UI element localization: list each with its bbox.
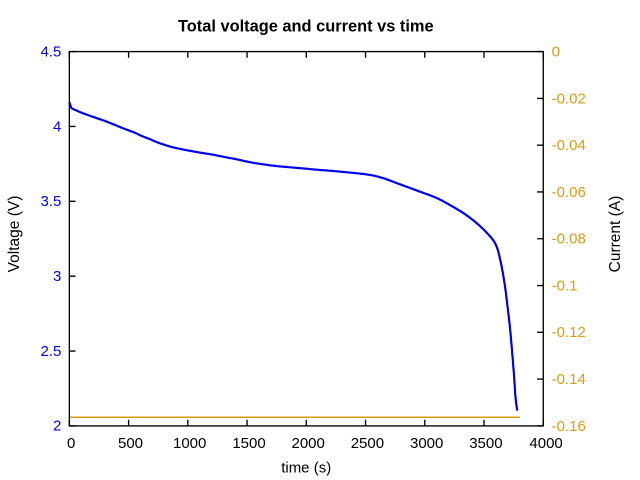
svg-text:0: 0 [67,435,75,452]
svg-text:-0.16: -0.16 [552,418,586,435]
svg-text:Current (A): Current (A) [607,196,624,273]
svg-text:2: 2 [53,418,61,435]
svg-text:500: 500 [118,435,143,452]
svg-text:2000: 2000 [292,435,325,452]
svg-text:3000: 3000 [410,435,443,452]
svg-text:4: 4 [53,118,61,135]
svg-text:-0.14: -0.14 [552,371,586,388]
svg-text:3.5: 3.5 [40,193,61,210]
svg-text:1000: 1000 [173,435,206,452]
svg-text:-0.06: -0.06 [552,184,586,201]
svg-text:1500: 1500 [232,435,265,452]
svg-text:3500: 3500 [469,435,502,452]
svg-text:4.5: 4.5 [40,43,61,60]
svg-text:-0.02: -0.02 [552,90,586,107]
svg-text:2500: 2500 [351,435,384,452]
svg-text:-0.12: -0.12 [552,324,586,341]
svg-text:4000: 4000 [529,435,562,452]
svg-text:2.5: 2.5 [40,343,61,360]
svg-text:-0.04: -0.04 [552,137,586,154]
svg-text:-0.1: -0.1 [552,277,578,294]
svg-text:Total voltage and current vs t: Total voltage and current vs time [178,18,434,36]
svg-text:-0.08: -0.08 [552,231,586,248]
svg-text:time (s): time (s) [281,460,331,477]
svg-text:0: 0 [552,44,560,61]
svg-text:Voltage (V): Voltage (V) [6,196,23,273]
svg-text:3: 3 [53,268,61,285]
